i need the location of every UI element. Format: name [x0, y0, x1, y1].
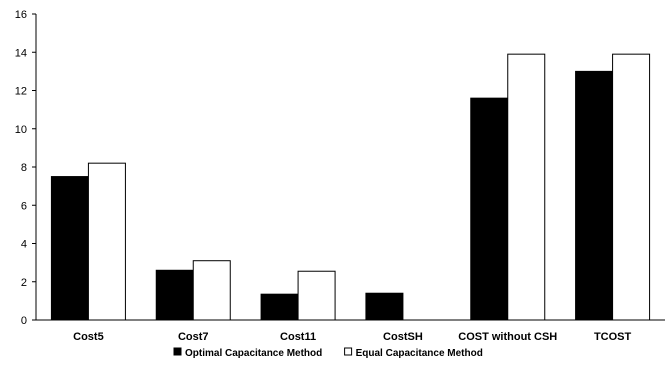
bar	[192, 260, 231, 321]
x-tick-label: Cost5	[73, 331, 104, 343]
bar	[612, 53, 651, 321]
category-labels: Cost5 Cost7 Cost11 CostSH COST without CSH TC…	[73, 331, 631, 343]
bar	[155, 269, 194, 321]
bar	[297, 270, 336, 321]
y-tick-label: 8	[21, 162, 27, 174]
bars	[50, 53, 651, 321]
bar	[507, 53, 546, 321]
y-tick-label: 10	[15, 124, 27, 136]
bar	[260, 293, 299, 321]
y-tick-label: 0	[21, 315, 27, 327]
bar	[470, 97, 509, 321]
legend-label: Optimal Capacitance Method	[185, 348, 322, 359]
x-tick-label: CostSH	[383, 331, 423, 343]
y-tick-label: 14	[15, 47, 27, 59]
bar	[365, 292, 404, 321]
legend-swatch	[173, 347, 182, 356]
y-tick-label: 4	[21, 239, 27, 251]
y-tick-label: 2	[21, 277, 27, 289]
legend-swatch	[344, 347, 353, 356]
bar	[575, 70, 614, 321]
bar	[50, 176, 89, 321]
y-tick-label: 6	[21, 200, 27, 212]
y-axis: 0 2 4 6 8 10 12 14 16	[15, 9, 37, 327]
x-tick-label: Cost11	[280, 331, 316, 343]
bar	[87, 162, 126, 321]
y-tick-label: 16	[15, 9, 27, 21]
x-tick-label: Cost7	[178, 331, 209, 343]
x-tick-label: COST without CSH	[458, 331, 557, 343]
x-tick-label: TCOST	[594, 331, 632, 343]
legend-label: Equal Capacitance Method	[356, 348, 483, 359]
y-tick-label: 12	[15, 86, 27, 98]
legend: Optimal Capacitance Method Equal Capacita…	[173, 347, 483, 359]
